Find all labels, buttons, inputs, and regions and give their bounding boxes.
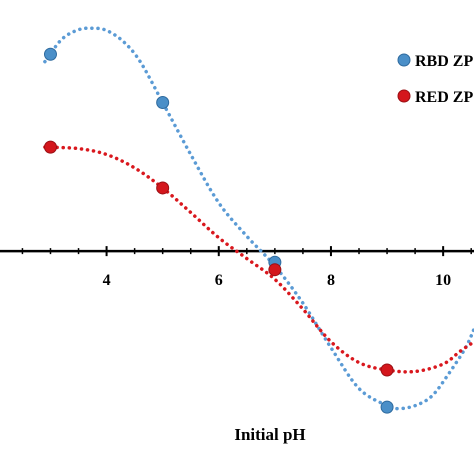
data-point-red [380,363,394,377]
tick-label: 6 [215,272,223,289]
legend-label-rbd: RBD ZP [415,53,473,70]
fit-curve-rbd [43,26,474,411]
data-point-rbd [156,96,170,110]
legend-item-rbd: RBD ZP [397,53,473,70]
data-point-red [43,140,57,154]
legend-marker-rbd [397,53,411,67]
fit-curve-red [43,145,474,374]
x-axis-title: Initial pH [234,425,305,444]
legend-marker-red [397,89,411,103]
fit-curves [43,26,474,411]
data-points [43,47,394,414]
legend-item-red: RED ZP [397,89,473,106]
legend-label-red: RED ZP [415,89,473,106]
data-point-rbd [380,400,394,414]
data-point-red [268,263,282,277]
tick-label: 10 [435,272,451,289]
legend: RBD ZP RED ZP [397,53,473,106]
tick-label: 4 [103,272,111,289]
tick-label: 8 [327,272,335,289]
x-axis-tick-labels: 4 6 8 10 [103,272,452,289]
x-axis-ticks [21,246,472,257]
data-point-rbd [43,47,57,61]
data-point-red [156,181,170,195]
